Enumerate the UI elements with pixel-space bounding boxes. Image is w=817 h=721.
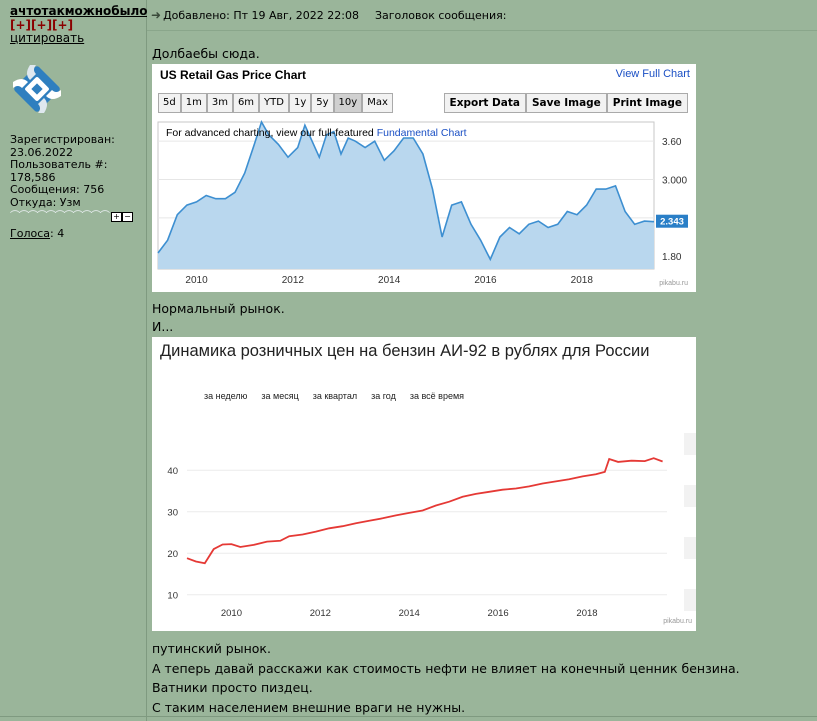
chart2-side-cell [684,433,696,455]
range-button-max[interactable]: Max [362,93,393,113]
username-link[interactable]: ачтотакможнобыло [10,4,148,18]
post-arrow-icon[interactable]: ➜ [151,8,162,22]
chart1-x-tick: 2010 [185,275,208,286]
period-tab-2[interactable]: за квартал [312,391,358,401]
chart1-note-text: For advanced charting, view our full-fea… [166,127,377,139]
registered-date: 23.06.2022 [10,145,73,159]
print-image-button[interactable]: Print Image [606,93,688,113]
period-tab-0[interactable]: за неделю [204,391,248,401]
post-text-2a: Нормальный рынок. [152,301,285,316]
export-buttons: Export Data Save Image Print Image [443,93,688,113]
chart1-last-value-badge [656,214,688,228]
chart1-line [157,120,655,262]
post-text-3: путинский рынок. А теперь давай расскажи… [152,639,740,717]
range-button-6m[interactable]: 6m [232,93,260,113]
chart1-title: US Retail Gas Price Chart [160,68,307,82]
chart2-x-tick: 2010 [221,608,242,619]
post-divider [0,716,817,717]
chart2-y-tick: 20 [167,549,178,560]
view-full-chart-link[interactable]: View Full Chart [615,68,690,80]
range-button-1y[interactable]: 1y [288,93,312,113]
chart1-note: For advanced charting, view our full-fea… [166,127,467,139]
chart2-side-cell [684,589,696,611]
save-image-button[interactable]: Save Image [525,93,607,113]
post-text-3b: А теперь давай расскажи как стоимость не… [152,660,740,676]
chart2-x-tick: 2016 [488,608,509,619]
rank-waves-icon: ⌒⌒⌒⌒⌒⌒⌒⌒⌒⌒⌒ [10,210,110,222]
chart2-side-cell [684,485,696,507]
chart1-last-value: 2.343 [660,217,684,228]
period-tabs: за неделю за месяц за квартал за год за всё … [204,391,478,401]
post-subject: Заголовок сообщения: [374,8,507,22]
range-button-10y[interactable]: 10y [333,93,363,113]
user-location: Откуда: Узм [10,195,81,209]
period-tab-4[interactable]: за всё время [409,391,465,401]
plus-icon[interactable]: + [111,211,122,222]
quote-link[interactable]: цитировать [10,31,85,45]
chart2-line [186,457,663,565]
chart2-x-tick: 2012 [310,608,331,619]
chart1-y-tick: 3.60 [662,137,682,148]
user-number-label: Пользователь #: [10,158,108,172]
post-text-3c: Ватники просто пиздец. [152,680,313,695]
minus-icon[interactable]: − [122,211,133,222]
export-data-button[interactable]: Export Data [443,93,526,113]
user-profile-column: ачтотакможнобыло [+][+][+] цитировать За… [0,0,148,721]
us-gas-chart-image: US Retail Gas Price Chart View Full Char… [152,64,696,292]
chart2-title: Динамика розничных цен на бензин АИ-92 в… [160,342,650,360]
chart1-area [158,122,654,269]
russia-gas-chart-image: Динамика розничных цен на бензин АИ-92 в… [152,337,696,631]
post-text-1: Долбаебы сюда. [152,46,260,61]
post-column: ➜ Добавлено: Пт 19 Авг, 2022 22:08 Загол… [147,0,817,721]
chart1-y-tick: 3.000 [662,176,687,187]
range-button-3m[interactable]: 3m [206,93,233,113]
chart2-svg: 10 20 30 40 2010 2012 2014 2016 2018 pikabu.ru [167,433,696,625]
votes-value: : 4 [50,227,65,241]
chart1-x-tick: 2016 [474,275,497,286]
avatar [10,62,64,116]
post-date: Добавлено: Пт 19 Авг, 2022 22:08 [163,8,359,22]
chart1-x-tick: 2014 [378,275,401,286]
range-button-ytd[interactable]: YTD [259,93,289,113]
period-tab-3[interactable]: за год [371,391,396,401]
range-button-5y[interactable]: 5y [311,93,334,113]
post-header: ➜ Добавлено: Пт 19 Авг, 2022 22:08 Загол… [147,0,817,31]
user-info: Зарегистрирован: 23.06.2022 Пользователь… [10,133,146,241]
range-button-1m[interactable]: 1m [180,93,207,113]
registered-label: Зарегистрирован: [10,133,115,146]
range-button-5d[interactable]: 5d [158,93,181,113]
chart2-side-cell [684,537,696,559]
user-number: 178,586 [10,170,56,184]
chart1-svg: 1.802.403.0003.60201020122014201620182.3… [157,120,688,287]
post-count: Сообщения: 756 [10,183,105,197]
post-text-3a: путинский рынок. [152,641,271,656]
post-text-2: Нормальный рынок. И... [152,300,285,336]
chart1-watermark: pikabu.ru [659,280,688,287]
chart2-y-tick: 30 [167,508,178,519]
chart1-x-tick: 2012 [282,275,305,286]
chart1-y-tick: 1.80 [662,252,682,263]
votes-row: Голоса: 4 [10,227,146,241]
chart2-y-tick: 40 [167,466,178,477]
chart2-watermark: pikabu.ru [663,618,692,625]
chart2-y-tick: 10 [167,591,178,602]
rank-row: ⌒⌒⌒⌒⌒⌒⌒⌒⌒⌒⌒ + − [10,211,146,224]
post-text-3d: С таким населением внешние враги не нужн… [152,699,466,715]
fundamental-chart-link[interactable]: Fundamental Chart [376,127,467,139]
user-flags[interactable]: [+][+][+] [10,18,74,32]
chart1-x-tick: 2018 [571,275,594,286]
range-buttons: 5d 1m 3m 6m YTD 1y 5y 10y Max [158,93,393,113]
period-tab-1[interactable]: за месяц [261,391,299,401]
chart2-x-tick: 2018 [576,608,597,619]
votes-link[interactable]: Голоса [10,227,50,241]
chart2-x-tick: 2014 [399,608,420,619]
post-text-2b: И... [152,319,174,334]
